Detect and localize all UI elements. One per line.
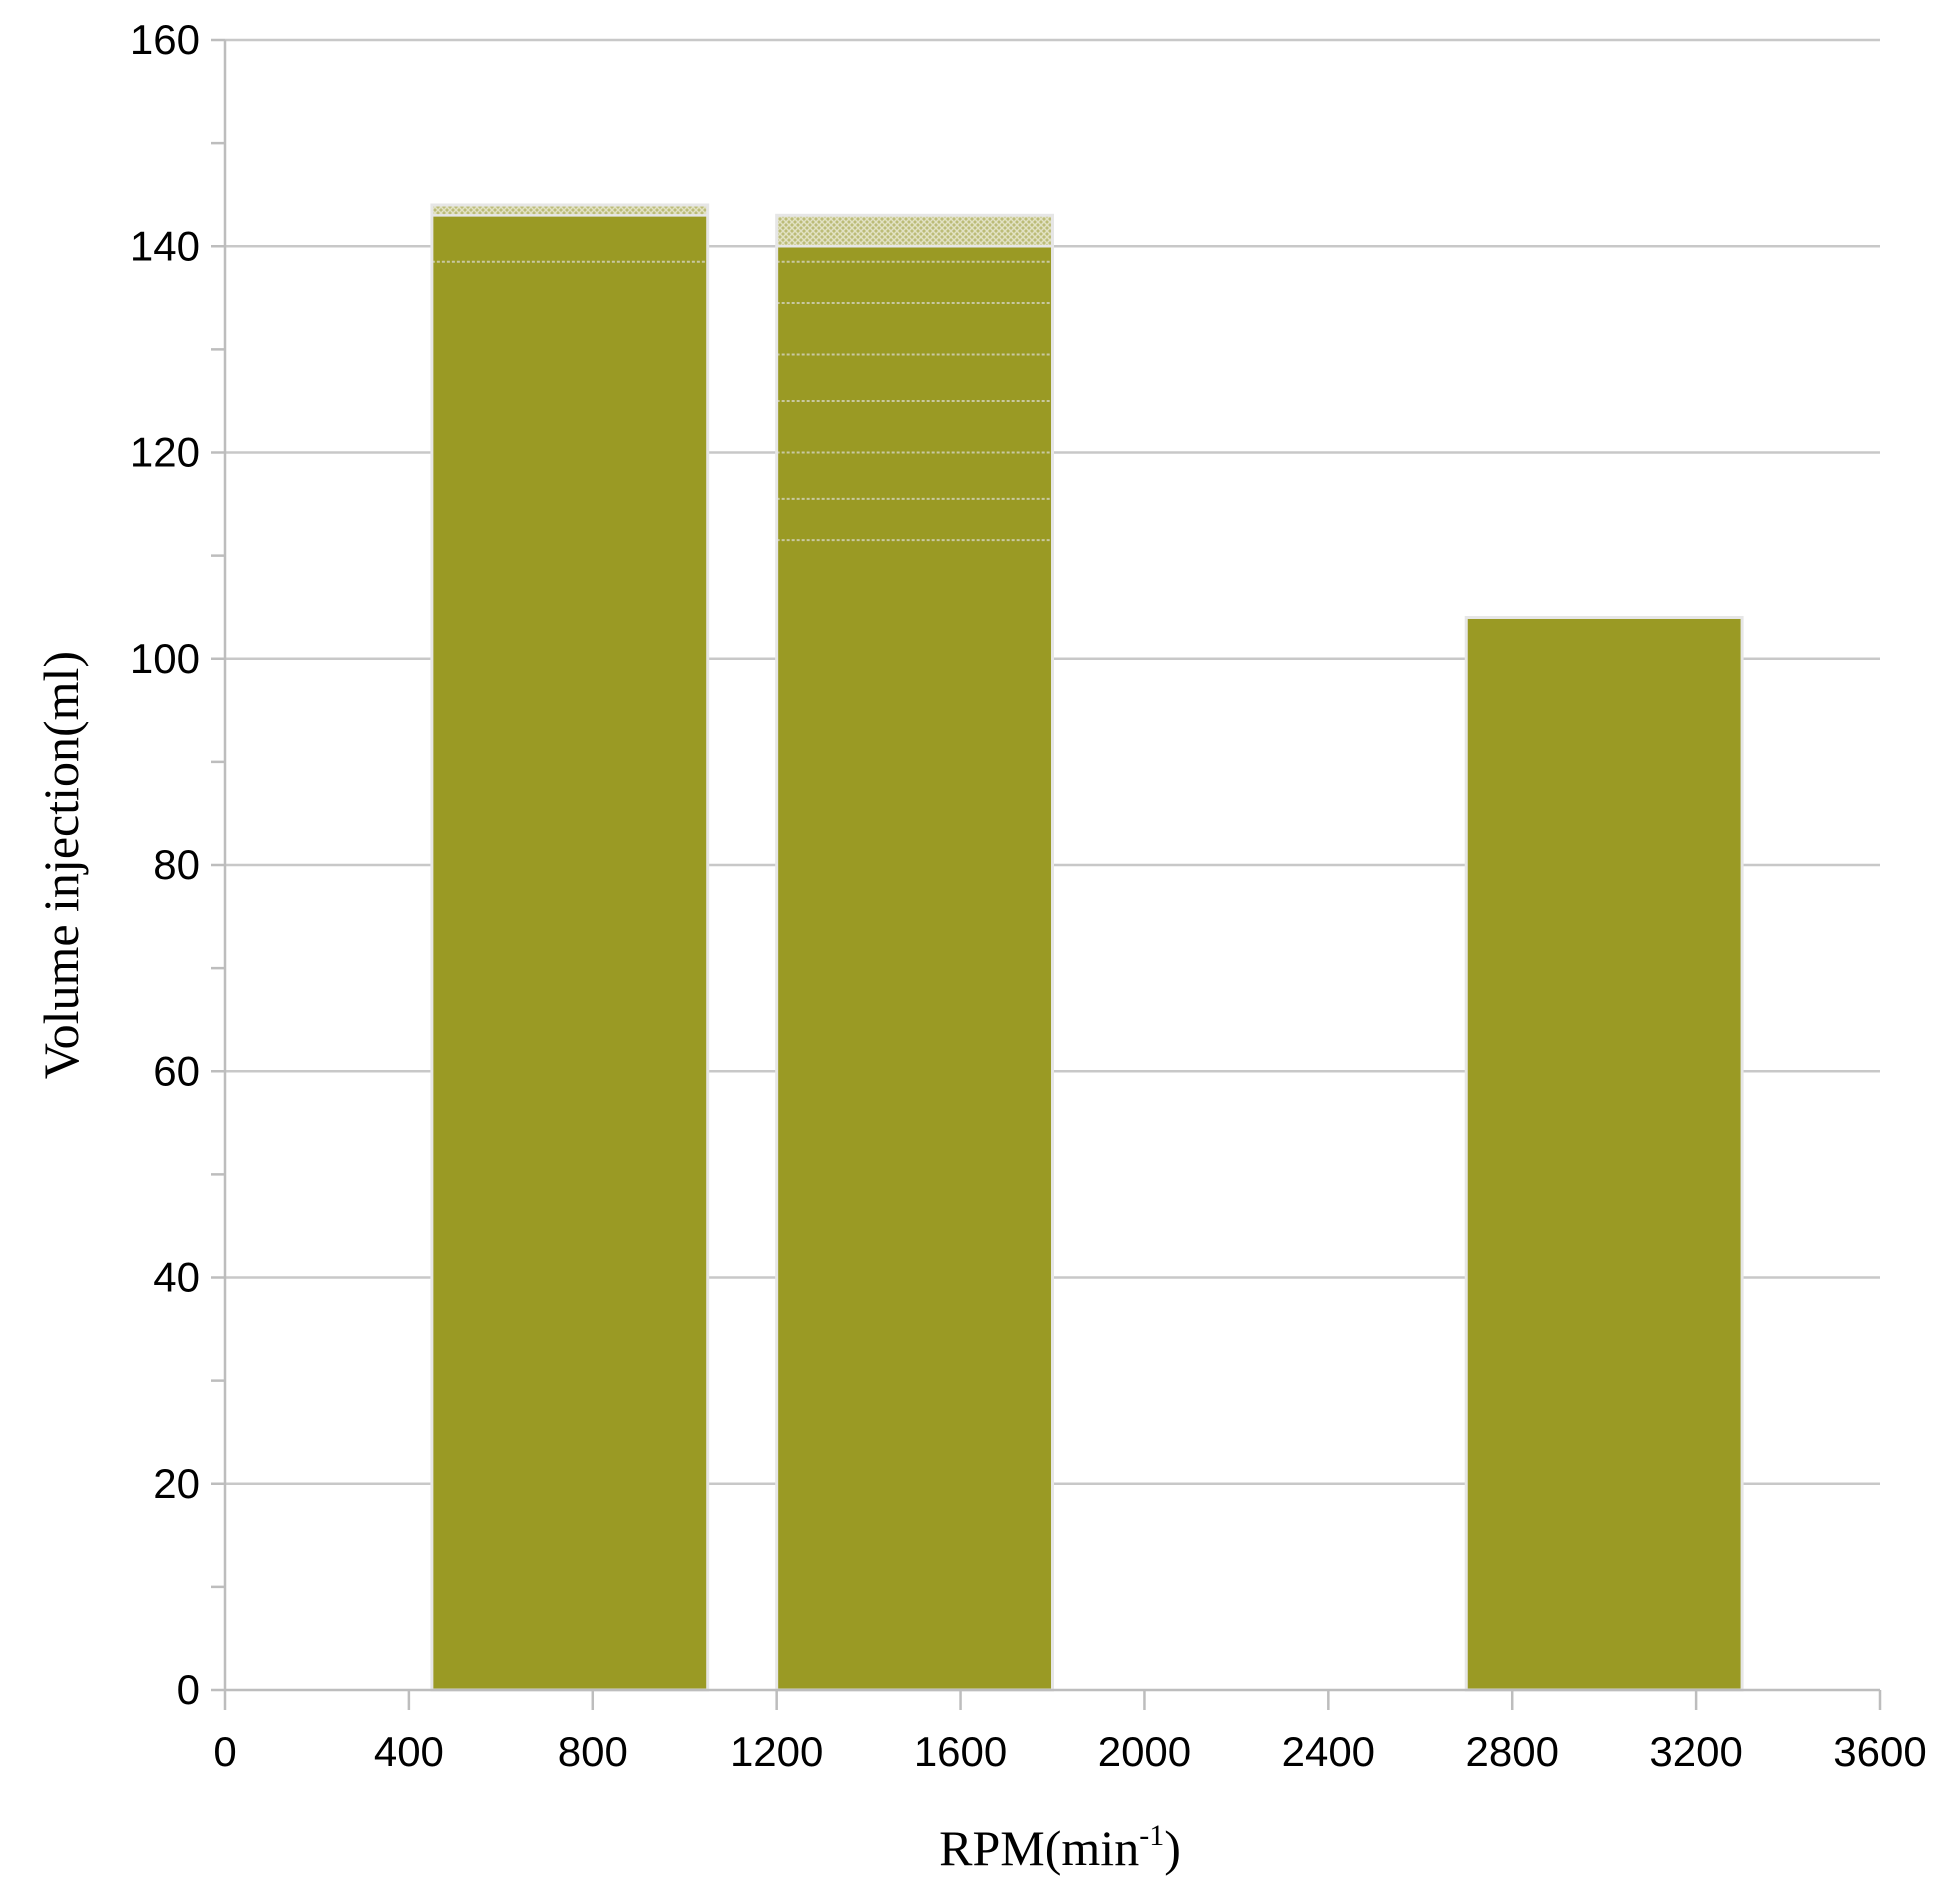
y-tick-label-100: 100 <box>130 635 200 682</box>
x-tick-label-2800: 2800 <box>1466 1728 1559 1775</box>
y-tick-label-40: 40 <box>153 1254 200 1301</box>
y-tick-label-20: 20 <box>153 1460 200 1507</box>
x-axis-title-superscript: -1 <box>1139 1819 1164 1852</box>
x-tick-label-2400: 2400 <box>1282 1728 1375 1775</box>
bar-body-2 <box>776 246 1053 1690</box>
x-tick-label-2000: 2000 <box>1098 1728 1191 1775</box>
y-tick-label-160: 160 <box>130 16 200 63</box>
x-axis-title: RPM(min-1) <box>939 1819 1181 1876</box>
bar-3 <box>1464 616 1744 1692</box>
bar-1 <box>430 203 710 1692</box>
bar-body-1 <box>431 215 708 1690</box>
x-tick-label-0: 0 <box>213 1728 236 1775</box>
x-tick-label-1200: 1200 <box>730 1728 823 1775</box>
bar-cap-1 <box>431 205 708 216</box>
x-tick-label-3200: 3200 <box>1649 1728 1742 1775</box>
y-tick-label-60: 60 <box>153 1047 200 1094</box>
y-tick-label-0: 0 <box>177 1666 200 1713</box>
x-axis-title-main: RPM(min <box>939 1820 1139 1876</box>
x-axis-title-suffix: ) <box>1164 1820 1181 1876</box>
x-tick-label-800: 800 <box>558 1728 628 1775</box>
y-axis-title: Volume injection(ml) <box>33 651 89 1079</box>
y-tick-label-120: 120 <box>130 429 200 476</box>
x-tick-label-1600: 1600 <box>914 1728 1007 1775</box>
bar-2 <box>775 213 1055 1692</box>
y-tick-label-80: 80 <box>153 841 200 888</box>
x-tick-label-3600: 3600 <box>1833 1728 1926 1775</box>
x-tick-label-400: 400 <box>374 1728 444 1775</box>
axes <box>211 38 1882 1710</box>
bars <box>430 203 1744 1692</box>
y-tick-label-140: 140 <box>130 222 200 269</box>
bar-body-3 <box>1466 617 1743 1690</box>
bar-cap-2 <box>776 215 1053 247</box>
